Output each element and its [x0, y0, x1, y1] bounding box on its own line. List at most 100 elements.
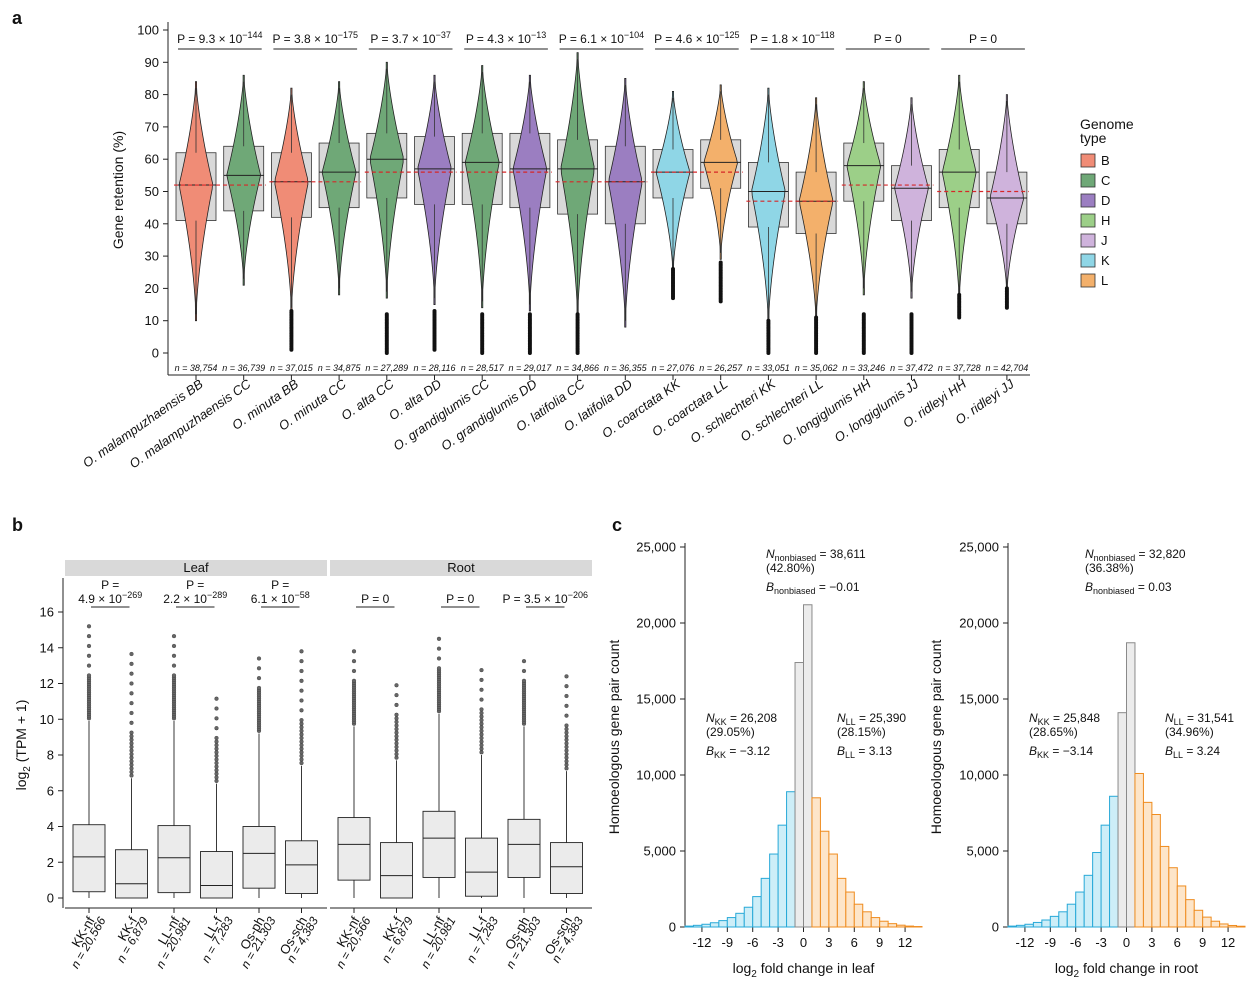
panel-b-outlier-point: [171, 673, 177, 678]
panel-b-outlier-point: [299, 757, 304, 762]
panel-c-ytick-label: 20,000: [636, 616, 676, 631]
panel-c-bar-ll: [1176, 885, 1187, 928]
panel-c-ytick-label: 25,000: [959, 540, 999, 555]
panel-a-n-label: n = 42,704: [986, 363, 1029, 373]
panel-c-bar-kk: [1109, 795, 1119, 928]
panel-b-outlier-point: [214, 768, 219, 773]
panel-c-ann-B: B: [1165, 744, 1173, 758]
panel-b-outlier-point: [214, 739, 219, 744]
panel-a-legend-swatch-K: [1080, 253, 1096, 268]
panel-c-ytick-label: 25,000: [636, 540, 676, 555]
panel-b-outlier-point: [351, 649, 357, 654]
panel-b-box: [337, 817, 371, 881]
panel-c-ann-N-val: = 26,208: [727, 711, 778, 725]
panel-letter-b: b: [12, 515, 23, 535]
panel-c-ytick-label: 10,000: [636, 768, 676, 783]
panel-c-bar-kk: [777, 824, 788, 928]
panel-c-bar-ll: [845, 891, 855, 928]
panel-b-ylabel: log2 (TPM + 1): [13, 700, 33, 791]
panel-c-ann-N: N: [837, 711, 846, 725]
panel-a-violin-D: [512, 74, 548, 312]
panel-b-pvalue-exp: −58: [294, 590, 309, 600]
panel-a-pvalue-exp: −144: [242, 30, 262, 40]
panel-b-outlier-point: [86, 673, 92, 678]
panel-b-outlier-point: [214, 764, 219, 769]
panel-b-outlier-point: [129, 651, 134, 657]
panel-c-ann-B: B: [766, 580, 774, 594]
panel-b-pvalue-base: P = 3.5 × 10: [503, 592, 568, 606]
panel-b-outlier-point: [171, 653, 177, 658]
panel-b-outlier-point: [214, 743, 219, 748]
panel-b-outlier-point: [436, 636, 442, 641]
panel-b-outlier-point: [171, 634, 177, 639]
panel-b-outlier-point: [129, 762, 134, 767]
panel-b-outlier-point: [479, 707, 484, 712]
panel-b-outlier-point: [299, 659, 304, 664]
panel-a-ytick-label: 30: [145, 249, 159, 264]
panel-a-n-label: n = 27,289: [365, 363, 408, 373]
panel-a-legend-label: H: [1101, 213, 1110, 228]
panel-c-annotation-b-ll: BLL = 3.13: [837, 744, 892, 760]
panel-a-violin-C: [464, 65, 500, 309]
panel-b-box: [72, 824, 106, 893]
panel-c-xtick-label: 3: [825, 935, 832, 950]
panel-c-ann-N: N: [1085, 547, 1094, 561]
panel-c-bar-ll: [870, 917, 881, 928]
panel-c-ann-B-val: = −3.14: [1049, 744, 1093, 758]
panel-b-outlier-point: [299, 739, 304, 744]
panel-a-pvalue: P = 3.7 × 10−37: [370, 30, 450, 46]
panel-c-xtick-label: 9: [1199, 935, 1206, 950]
panel-a-pvalue: P = 9.3 × 10−144: [177, 30, 262, 46]
panel-c-bar-ll: [1202, 916, 1212, 928]
panel-b-outlier-point: [129, 741, 134, 746]
panel-b-outlier-point: [479, 728, 484, 733]
panel-c-annotation-n-nonbiased: Nnonbiased = 38,611: [766, 547, 866, 563]
panel-b-outlier-point: [214, 753, 219, 758]
panel-a-n-label: n = 37,472: [890, 363, 933, 373]
panel-letter-c: c: [612, 515, 622, 535]
panel-b-outlier-point: [129, 710, 134, 716]
panel-b-facet-strip: [65, 560, 327, 576]
panel-b-pvalue-exp: −206: [568, 590, 588, 600]
panel-c-annotation-pct-kk: (29.05%): [706, 725, 755, 739]
panel-b-outlier-point: [256, 656, 262, 661]
panel-c-bar-ll: [1159, 845, 1170, 928]
panel-b-ytick-label: 14: [40, 640, 54, 655]
panel-a-pvalue: P = 0: [969, 32, 997, 46]
panel-c-ytick-label: 10,000: [959, 768, 999, 783]
panel-c-bar-ll: [1219, 923, 1229, 928]
panel-c-bar-kk: [1075, 891, 1085, 928]
panel-a-pvalue-base: P = 1.8 × 10: [750, 32, 815, 46]
panel-c-xtick-label: 6: [851, 935, 858, 950]
panel-c-annotation-pct-nonbiased: (42.80%): [766, 561, 815, 575]
panel-a-n-label: n = 34,875: [318, 363, 362, 373]
panel-c-ytick-label: 5,000: [966, 844, 999, 859]
panel-c-bar-ll: [1142, 801, 1153, 928]
panel-a-violin-D: [608, 78, 643, 328]
panel-a-n-label: n = 28,116: [413, 363, 455, 373]
panel-c-xlabel-main: log: [1055, 960, 1074, 976]
panel-a-legend-label: C: [1101, 173, 1110, 188]
panel-b-outlier-point: [214, 771, 219, 776]
panel-c-ann-N-sub: KK: [715, 717, 727, 727]
panel-c-bar-kk: [726, 917, 737, 928]
panel-c-annotation-b-kk: BKK = −3.14: [1029, 744, 1093, 760]
panel-a-legend-swatch-H: [1080, 213, 1096, 228]
panel-c-bar-ll: [1210, 920, 1221, 928]
panel-b-outlier-point: [214, 696, 219, 701]
panel-c-xtick-label: -3: [772, 935, 784, 950]
panel-b-outlier-point: [564, 752, 569, 757]
panel-b-outlier-point: [479, 735, 484, 741]
panel-a-pvalue-base: P = 3.8 × 10: [273, 32, 338, 46]
panel-b-outlier-point: [129, 720, 134, 725]
panel-b-outlier-point: [479, 732, 484, 737]
panel-c-bar-nonbiased: [803, 604, 813, 928]
panel-b-pvalue-base: 4.9 × 10: [78, 592, 122, 606]
panel-c-ann-N-val: = 38,611: [816, 547, 866, 561]
panel-c-ytick-label: 20,000: [959, 616, 999, 631]
panel-a-outlier-point: [480, 312, 485, 317]
panel-c-bar-kk: [1083, 874, 1094, 928]
panel-b-ytick-label: 0: [47, 891, 54, 906]
